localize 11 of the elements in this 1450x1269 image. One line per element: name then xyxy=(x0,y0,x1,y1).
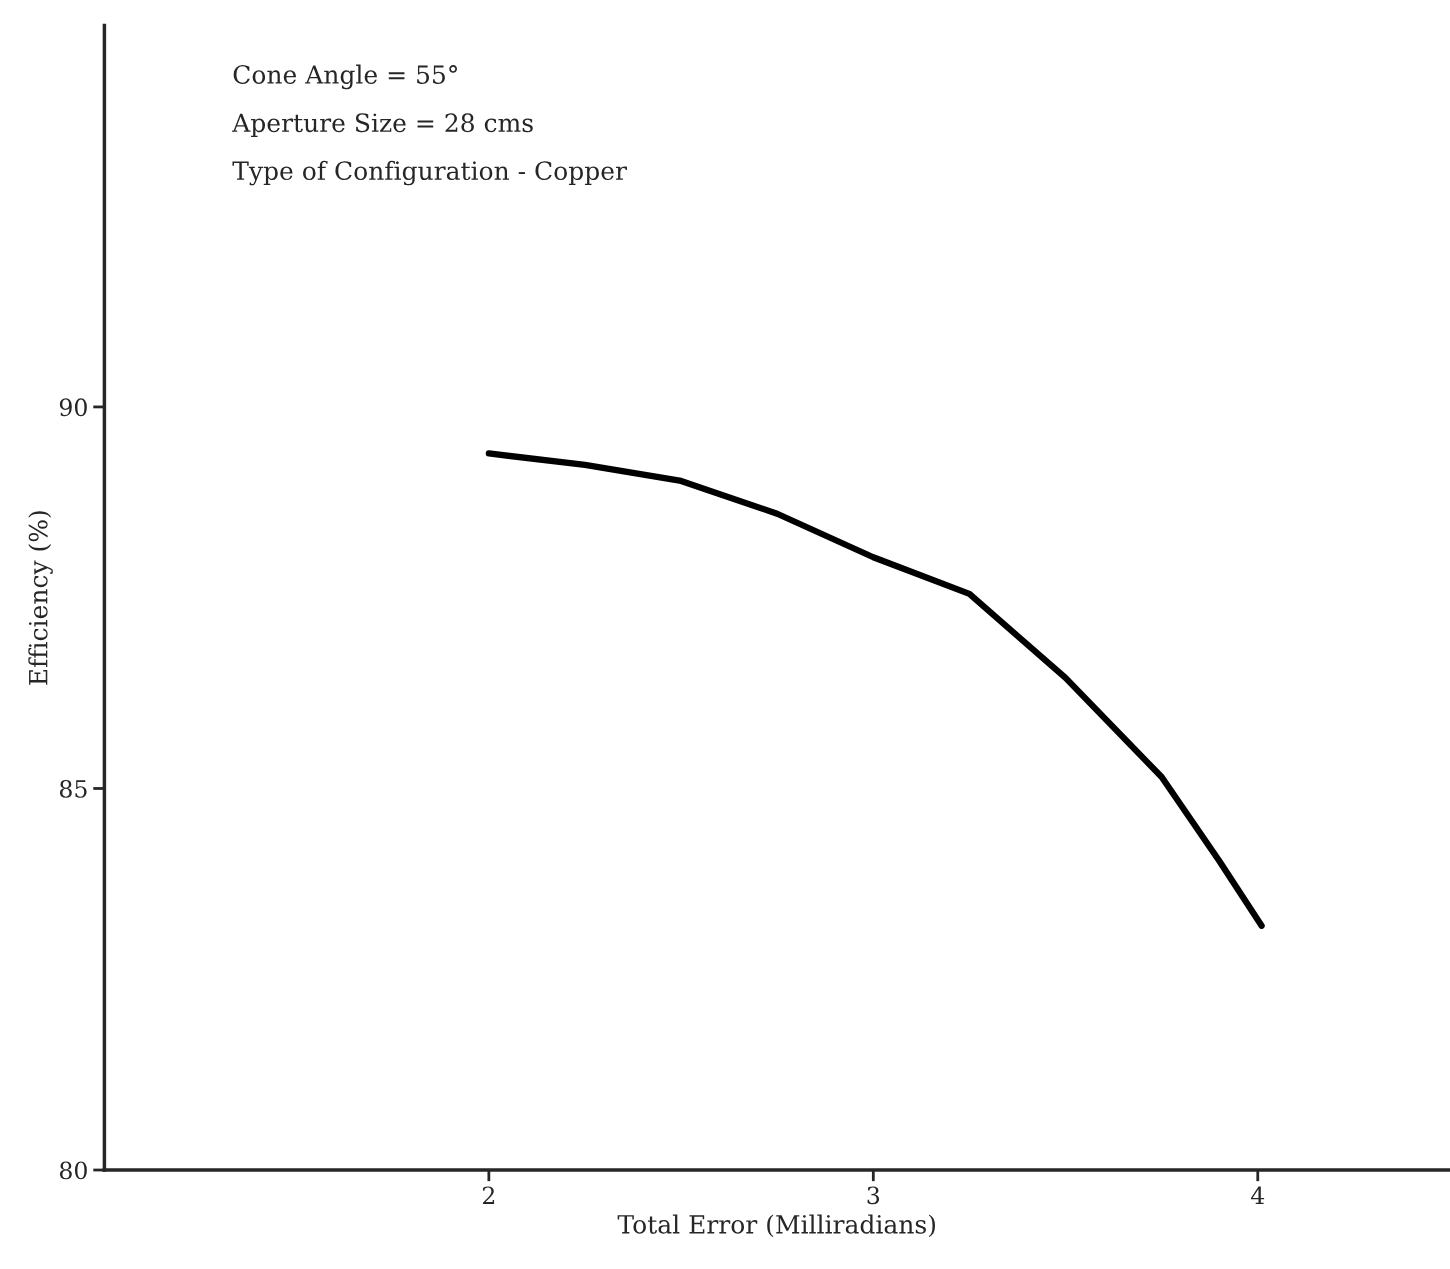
x-axis-title: Total Error (Milliradians) xyxy=(617,1214,935,1238)
y-tick-label: 80 xyxy=(59,1161,87,1180)
x-tick-label: 4 xyxy=(1250,1186,1265,1204)
y-tick-label: 85 xyxy=(59,779,87,798)
x-tick-label: 2 xyxy=(482,1186,495,1204)
y-axis-title: Efficiency (%) xyxy=(28,511,53,685)
annotation: Aperture Size = 28 cms xyxy=(232,113,533,138)
annotation: Type of Configuration - Copper xyxy=(232,160,627,186)
x-tick-label: 3 xyxy=(867,1186,880,1205)
annotation: Cone Angle = 55° xyxy=(233,64,457,90)
y-tick-label: 90 xyxy=(59,398,87,417)
